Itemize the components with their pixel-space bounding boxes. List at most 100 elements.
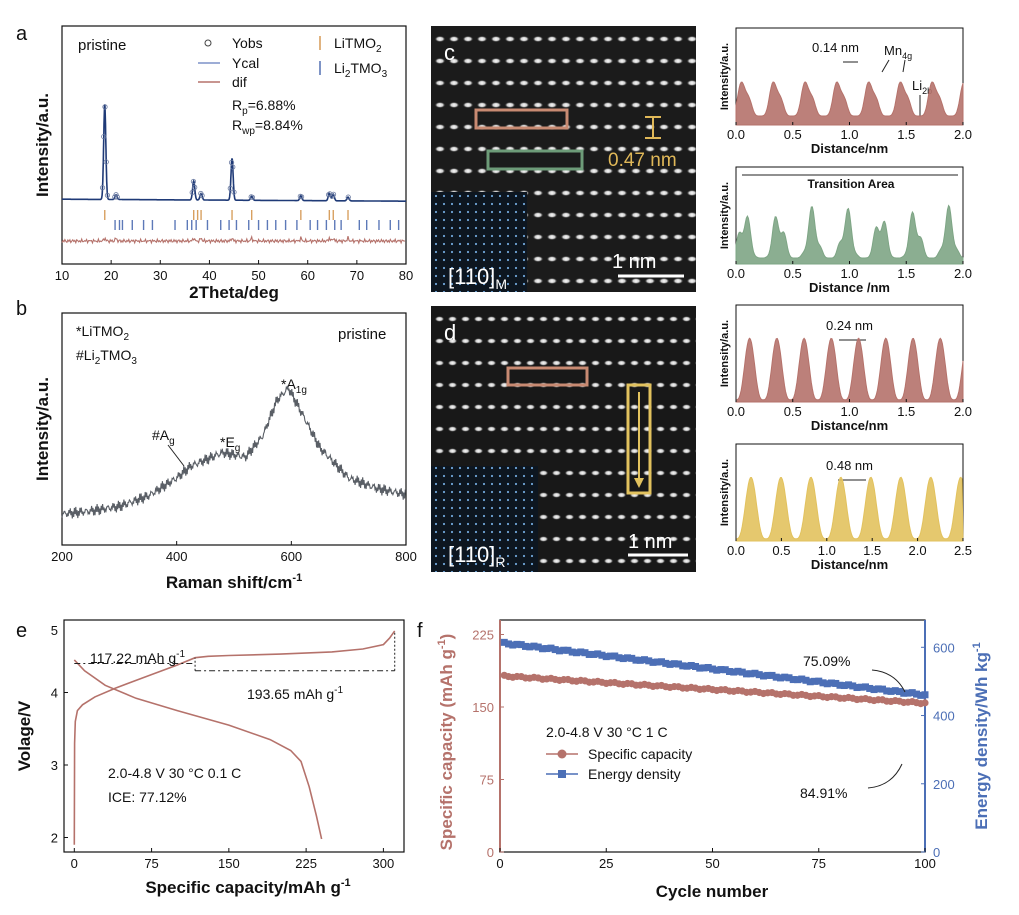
- xrd-x-label: 30: [153, 268, 167, 283]
- energy-point: [585, 650, 593, 658]
- yobs-point: [231, 189, 237, 195]
- profile-ylabel: Intensity/a.u.: [719, 182, 731, 249]
- plot-frame-b: [61, 312, 407, 546]
- xrd-x-label: 40: [202, 268, 216, 283]
- energy-point: [611, 652, 619, 660]
- legend-dif: dif: [232, 74, 247, 90]
- energy-point: [874, 685, 882, 693]
- xrd-x-label: 60: [300, 268, 314, 283]
- charge-curve: [73, 630, 396, 845]
- legend-capacity-marker: [557, 749, 567, 759]
- capacity-point: [921, 699, 929, 707]
- energy-point: [547, 644, 555, 652]
- energy-point: [709, 665, 716, 673]
- energy-point: [649, 658, 657, 666]
- xrd-x-label: 20: [104, 268, 118, 283]
- energy-point: [908, 689, 916, 697]
- energy-point: [675, 660, 682, 668]
- e-x-label: 150: [218, 856, 240, 871]
- f-yr-label: 600: [933, 640, 955, 655]
- raman-line: [61, 385, 406, 519]
- profile-tick-label: 0.0: [727, 404, 745, 419]
- panel-letter-c: c: [444, 40, 455, 65]
- peak-label-a1g: *A1g: [281, 376, 307, 396]
- fft-inset-d: [431, 466, 538, 572]
- scalebar-label-c: 1 nm: [612, 251, 656, 273]
- energy-point: [679, 662, 687, 670]
- energy-point: [509, 641, 517, 649]
- energy-point: [564, 646, 572, 654]
- raman-x-label: 800: [395, 549, 417, 564]
- energy-point: [653, 658, 661, 666]
- xrd-x-ticks: 10 20 30 40 50 60 70 80: [55, 260, 413, 283]
- energy-point: [590, 650, 597, 658]
- yobs-point: [345, 194, 351, 200]
- zone-axis-d: [110]R: [448, 542, 505, 570]
- energy-point: [636, 656, 644, 664]
- panel-d: d [110]R 1 nm: [431, 306, 696, 572]
- e-x-label: 0: [71, 856, 78, 871]
- energy-point: [713, 666, 721, 674]
- energy-point: [738, 668, 746, 676]
- energy-point: [696, 664, 704, 672]
- ylabel-e: Volage/V: [15, 700, 34, 771]
- legend-b1: *LiTMO2: [76, 323, 129, 343]
- energy-point: [602, 653, 610, 661]
- conditions-f: 2.0-4.8 V 30 °C 1 C: [546, 724, 668, 740]
- energy-point: [755, 671, 763, 679]
- profile-tick-label: 0.5: [784, 404, 802, 419]
- panel-e: e 0 75 150 225 300 2 3 4 5 117.22 mAh g-1 193.65…: [15, 619, 405, 897]
- f-yl-label: 225: [472, 628, 494, 643]
- profile-tick-label: 1.5: [897, 127, 915, 142]
- panel-letter-e: e: [16, 620, 27, 642]
- energy-point: [594, 650, 602, 658]
- energy-point: [692, 662, 699, 670]
- profile-arrowhead-d: [634, 478, 644, 488]
- plot-frame-e: [63, 619, 405, 853]
- energy-point: [853, 684, 861, 692]
- profile-tick-label: 0.5: [784, 266, 802, 281]
- energy-point: [700, 664, 708, 672]
- f-yl-label: 150: [472, 700, 494, 715]
- profile-c1-mn-arrow: [881, 59, 890, 73]
- dif-line: [61, 234, 406, 245]
- e-y-label: 5: [51, 623, 58, 638]
- raman-x-label: 200: [51, 549, 73, 564]
- e-x-label: 300: [373, 856, 395, 871]
- energy-point: [785, 674, 793, 682]
- legend-capacity: Specific capacity: [588, 746, 692, 762]
- profile-tick-label: 1.0: [818, 543, 836, 558]
- energy-point: [683, 662, 691, 670]
- yobs-point: [189, 189, 195, 196]
- fft-inset-c: [431, 192, 527, 292]
- yobs-point: [190, 178, 197, 185]
- legend-energy-marker: [558, 770, 566, 778]
- profile-ylabel: Intensity/a.u.: [719, 459, 731, 526]
- capacity-retention: 84.91%: [800, 785, 847, 801]
- xrd-x-label: 70: [350, 268, 364, 283]
- profile-area-c2: [735, 204, 964, 265]
- rwp-value: Rwp=8.84%: [232, 117, 303, 137]
- profile-ylabel: Intensity/a.u.: [719, 320, 731, 387]
- legend-ycal: Ycal: [232, 55, 259, 71]
- energy-retention: 75.09%: [803, 653, 850, 669]
- energy-point: [806, 678, 814, 686]
- energy-point: [836, 681, 844, 689]
- energy-point: [845, 681, 852, 689]
- ylabel-a: Intensity/a.u.: [33, 93, 52, 197]
- energy-point: [513, 640, 521, 648]
- energy-point: [849, 682, 857, 690]
- profile-tick-label: 1.5: [863, 543, 881, 558]
- energy-point: [730, 668, 738, 676]
- e-y-label: 2: [51, 831, 58, 846]
- profile-area-c1: [735, 81, 964, 126]
- energy-point: [781, 673, 789, 681]
- energy-point: [573, 649, 580, 657]
- sample-label-a: pristine: [78, 37, 126, 54]
- yobs-point: [99, 185, 106, 191]
- energy-point: [904, 689, 912, 697]
- e-axis-ticks: 0 75 150 225 300 2 3 4 5: [51, 623, 394, 871]
- energy-point: [624, 654, 631, 662]
- energy-point: [760, 672, 767, 680]
